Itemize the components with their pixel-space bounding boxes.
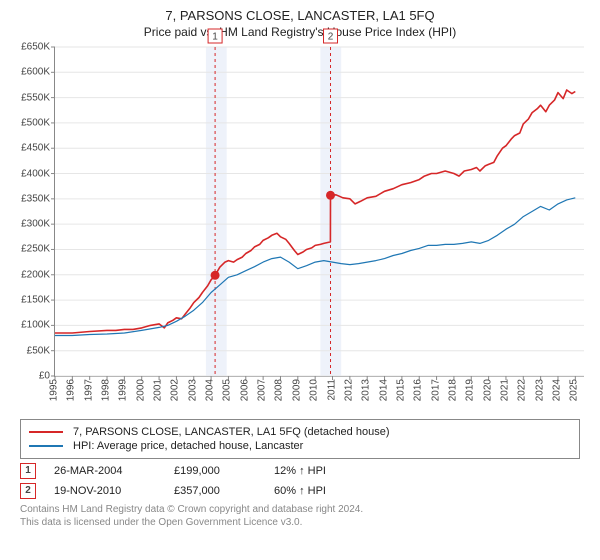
x-tick-label: 2002 [170,379,181,401]
x-tick-label: 2011 [326,379,337,401]
x-tick-label: 1997 [83,379,94,401]
attribution-line-2: This data is licensed under the Open Gov… [20,516,580,529]
transaction-price: £357,000 [174,485,274,497]
x-tick-label: 2018 [447,379,458,401]
y-tick-label: £650K [21,42,50,53]
legend-item: HPI: Average price, detached house, Lanc… [29,440,571,452]
chart-subtitle: Price paid vs. HM Land Registry's House … [10,25,590,39]
chart-container: 7, PARSONS CLOSE, LANCASTER, LA1 5FQ Pri… [0,0,600,533]
y-tick-label: £200K [21,269,50,280]
x-tick-label: 2009 [291,379,302,401]
plot-area: £0£50K£100K£150K£200K£250K£300K£350K£400… [10,47,590,417]
x-tick-label: 2010 [309,379,320,401]
chart-title: 7, PARSONS CLOSE, LANCASTER, LA1 5FQ [10,8,590,23]
y-tick-label: £150K [21,295,50,306]
y-axis-labels: £0£50K£100K£150K£200K£250K£300K£350K£400… [10,47,54,377]
transaction-date: 26-MAR-2004 [54,465,174,477]
transaction-marker: 1 [20,463,36,479]
transaction-vs-hpi: 12% ↑ HPI [274,465,454,477]
x-tick-label: 1998 [101,379,112,401]
x-tick-label: 1999 [118,379,129,401]
x-tick-label: 2012 [343,379,354,401]
y-tick-label: £250K [21,244,50,255]
x-tick-label: 2013 [361,379,372,401]
x-tick-label: 2023 [534,379,545,401]
legend-label: HPI: Average price, detached house, Lanc… [73,440,303,452]
x-tick-label: 2017 [430,379,441,401]
y-tick-label: £300K [21,219,50,230]
attribution-line-1: Contains HM Land Registry data © Crown c… [20,503,580,516]
legend-swatch [29,445,63,447]
y-tick-label: £550K [21,92,50,103]
x-axis-labels: 1995199619971998199920002001200220032004… [54,379,584,415]
legend-item: 7, PARSONS CLOSE, LANCASTER, LA1 5FQ (de… [29,426,571,438]
x-tick-label: 2003 [187,379,198,401]
legend-swatch [29,431,63,433]
x-tick-label: 2025 [569,379,580,401]
y-tick-label: £500K [21,117,50,128]
y-tick-label: £400K [21,168,50,179]
y-tick-label: £100K [21,320,50,331]
transaction-marker: 2 [20,483,36,499]
x-tick-label: 2007 [257,379,268,401]
transactions-list: 1 26-MAR-2004£199,00012% ↑ HPI 2 19-NOV-201… [20,463,580,499]
x-tick-label: 2016 [413,379,424,401]
x-tick-label: 1995 [49,379,60,401]
y-tick-label: £600K [21,67,50,78]
x-tick-label: 2021 [499,379,510,401]
plot-region: 12 [54,47,584,377]
x-tick-label: 2020 [482,379,493,401]
x-tick-label: 2015 [395,379,406,401]
attribution: Contains HM Land Registry data © Crown c… [20,503,580,529]
transaction-price: £199,000 [174,465,274,477]
x-tick-label: 2019 [465,379,476,401]
plot-svg: 12 [55,47,584,376]
x-tick-label: 2004 [205,379,216,401]
legend-box: 7, PARSONS CLOSE, LANCASTER, LA1 5FQ (de… [20,419,580,459]
x-tick-label: 2008 [274,379,285,401]
x-tick-label: 2014 [378,379,389,401]
transaction-row: 1 26-MAR-2004£199,00012% ↑ HPI [20,463,580,479]
svg-text:1: 1 [212,32,218,43]
x-tick-label: 2005 [222,379,233,401]
x-tick-label: 2024 [551,379,562,401]
y-tick-label: £450K [21,143,50,154]
x-tick-label: 2006 [239,379,250,401]
x-tick-label: 2001 [153,379,164,401]
y-tick-label: £350K [21,193,50,204]
y-tick-label: £50K [27,345,50,356]
transaction-date: 19-NOV-2010 [54,485,174,497]
x-tick-label: 2022 [517,379,528,401]
svg-text:2: 2 [328,32,334,43]
legend-label: 7, PARSONS CLOSE, LANCASTER, LA1 5FQ (de… [73,426,390,438]
x-tick-label: 1996 [66,379,77,401]
x-tick-label: 2000 [135,379,146,401]
transaction-vs-hpi: 60% ↑ HPI [274,485,454,497]
transaction-row: 2 19-NOV-2010£357,00060% ↑ HPI [20,483,580,499]
